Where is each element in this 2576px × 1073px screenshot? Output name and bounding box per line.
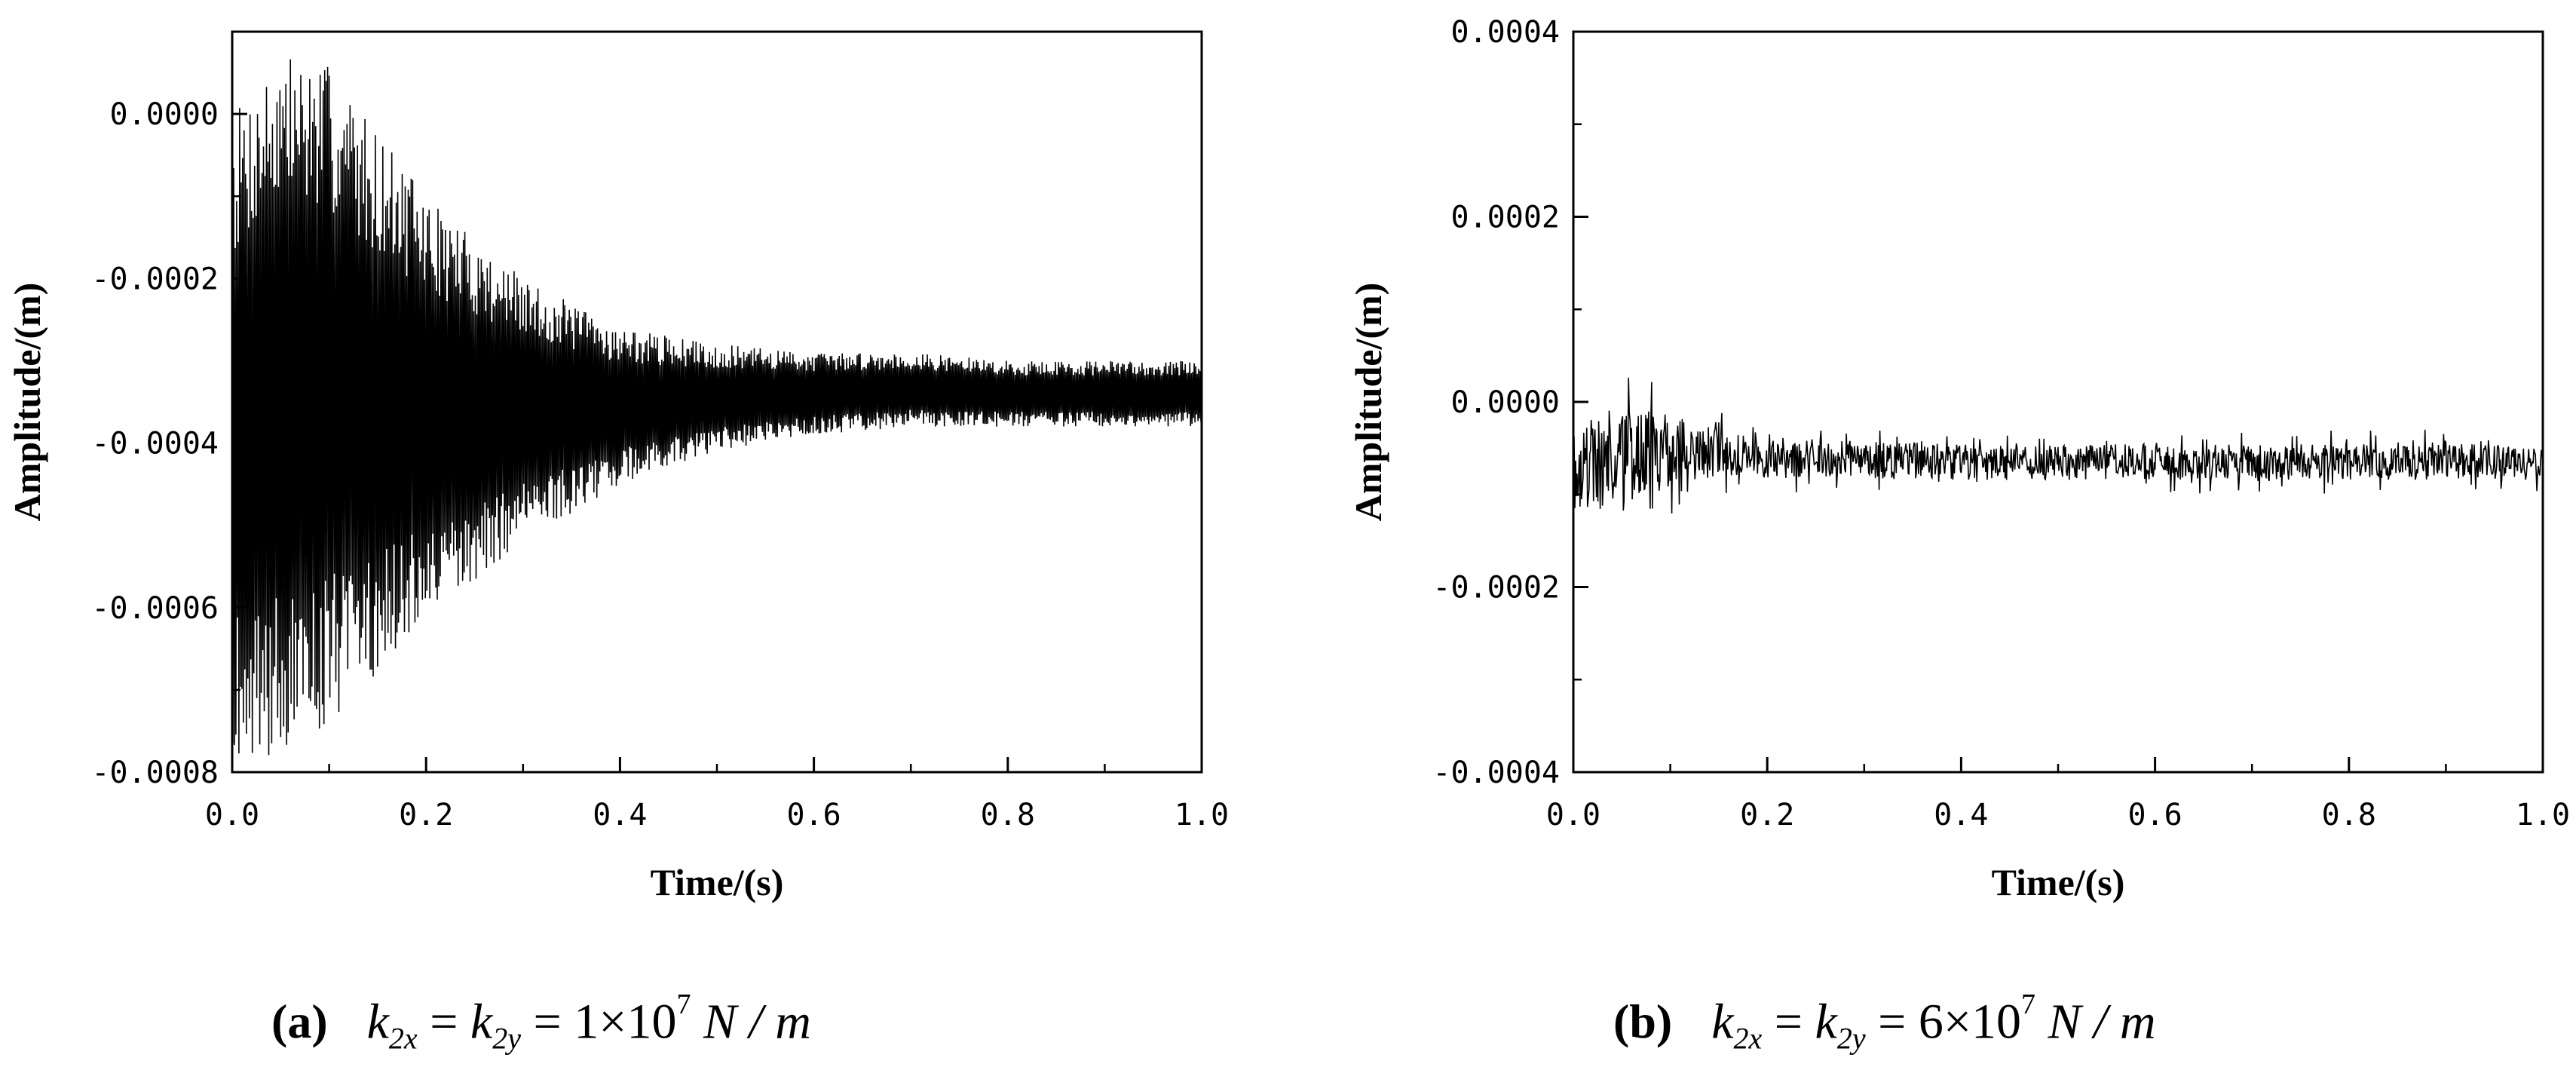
x-axis-label: Time/(s) <box>651 861 784 903</box>
x-tick-label: 0.8 <box>981 798 1035 832</box>
caption-b-equation: k2x = k2y = 6×107 N / m <box>1711 988 2156 1056</box>
x-tick-label: 0.6 <box>2127 798 2182 832</box>
x-tick-label: 0.0 <box>205 798 259 832</box>
x-tick-label: 1.0 <box>1175 798 1229 832</box>
chart-panel-a: 0.0 0.2 0.4 0.6 0.8 1.0 0.0000 -0.0002 -0.0004 -0… <box>6 30 1229 903</box>
y-tick-label: 0.0000 <box>110 97 219 132</box>
y-tick-label: 0.0004 <box>1451 15 1561 50</box>
x-tick-label: 0.2 <box>1740 798 1794 832</box>
y-tick-label: -0.0002 <box>1432 571 1560 605</box>
caption-b: (b) k2x = k2y = 6×107 N / m <box>1613 980 2156 1063</box>
x-axis-label: Time/(s) <box>1992 861 2125 903</box>
y-tick-label: -0.0006 <box>91 591 219 626</box>
plot-frame-b <box>1572 30 2544 774</box>
y-axis-label: Amplitude/(m) <box>1347 283 1389 522</box>
caption-a-letter: (a) <box>271 995 328 1048</box>
caption-b-letter: (b) <box>1613 995 1673 1048</box>
x-tick-label: 0.4 <box>1934 798 1988 832</box>
x-tick-label: 0.0 <box>1546 798 1600 832</box>
y-tick-label: 0.0002 <box>1451 201 1561 235</box>
x-tick-label: 1.0 <box>2516 798 2570 832</box>
x-tick-label: 0.4 <box>593 798 647 832</box>
series-line-b <box>1573 377 2543 514</box>
y-tick-label: -0.0008 <box>91 756 219 790</box>
x-tick-label: 0.2 <box>399 798 453 832</box>
caption-a: (a) k2x = k2y = 1×107 N / m <box>271 980 811 1063</box>
caption-a-equation: k2x = k2y = 1×107 N / m <box>366 988 811 1056</box>
y-axis-label: Amplitude/(m) <box>6 283 48 522</box>
series-line-a <box>232 59 1202 756</box>
chart-panel-b: 0.0 0.2 0.4 0.6 0.8 1.0 0.0004 0.0002 0.0000 -0.0… <box>1347 15 2570 903</box>
x-tick-label: 0.8 <box>2322 798 2376 832</box>
y-tick-label: -0.0004 <box>1432 756 1560 790</box>
y-tick-label: -0.0002 <box>91 262 219 296</box>
x-tick-label: 0.6 <box>786 798 841 832</box>
y-tick-label: -0.0004 <box>91 427 219 461</box>
y-tick-label: 0.0000 <box>1451 385 1561 420</box>
